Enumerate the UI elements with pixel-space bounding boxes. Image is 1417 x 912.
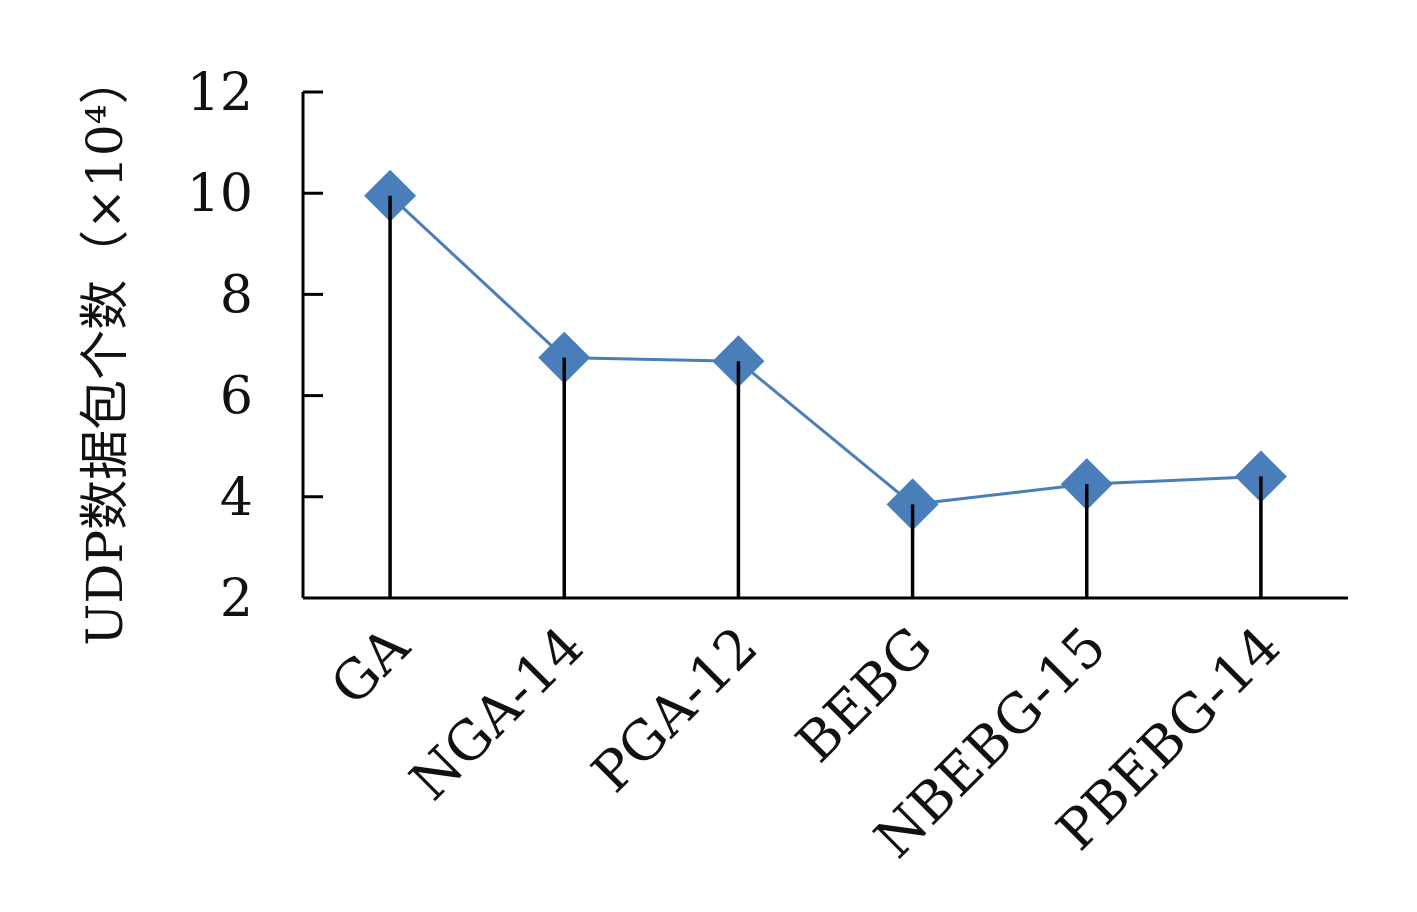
y-ticks: 2 4 6 8 10 12: [187, 63, 323, 629]
y-tick-label: 10: [187, 164, 253, 224]
data-markers: [364, 169, 1287, 531]
axes: [301, 92, 1348, 600]
y-axis-title: UDP数据包个数（×10⁴）: [76, 54, 134, 645]
drop-lines: [388, 195, 1263, 598]
y-tick-label: 2: [220, 569, 253, 629]
y-tick-label: 6: [220, 367, 253, 427]
x-category-label: GA: [319, 614, 422, 717]
x-category-label: PGA-12: [580, 615, 770, 805]
series-line-group: [389, 194, 1261, 506]
y-axis-title-group: UDP数据包个数（×10⁴）: [76, 54, 134, 645]
y-tick-label: 8: [220, 265, 253, 325]
y-tick-label: 12: [187, 63, 253, 123]
series-line: [389, 194, 1261, 506]
x-category-label: NGA-14: [398, 615, 596, 813]
y-tick-label: 4: [220, 468, 253, 528]
x-category-label: BEBG: [784, 615, 944, 775]
